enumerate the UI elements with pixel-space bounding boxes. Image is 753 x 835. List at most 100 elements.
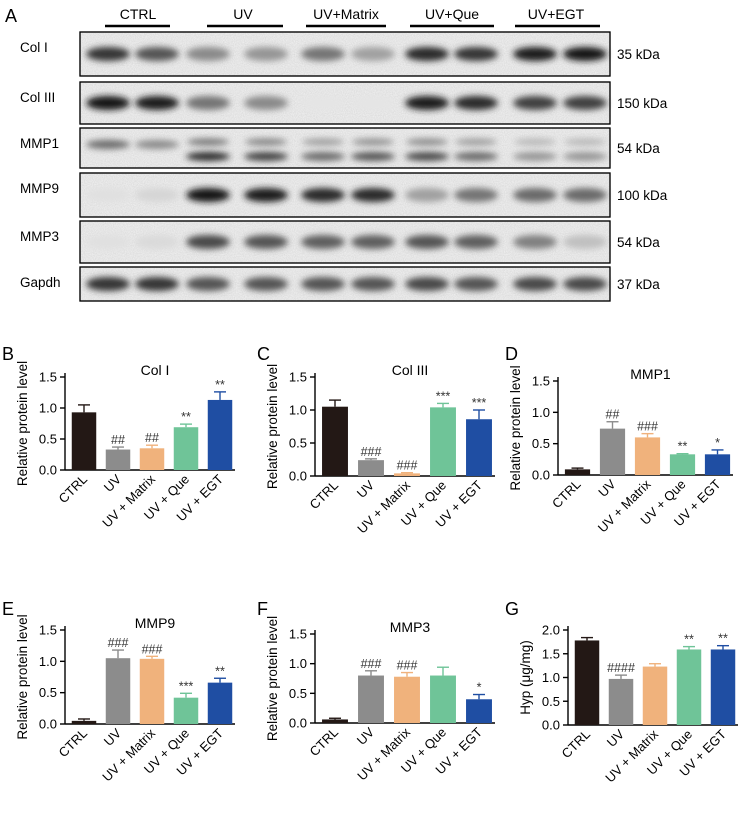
bar: [704, 454, 731, 475]
blot-band: [135, 235, 179, 249]
blot-band: [301, 277, 345, 291]
blot-band: [351, 235, 395, 249]
blot-band-upper: [187, 138, 229, 146]
bar: [358, 460, 384, 476]
y-tick-label: 0.0: [289, 716, 307, 731]
blot-band: [405, 188, 449, 202]
blot-band: [405, 235, 449, 249]
blot-group-label: UV+EGT: [528, 6, 585, 22]
blot-band: [563, 47, 607, 61]
x-tick-label: CTRL: [559, 727, 594, 762]
bar: [574, 640, 600, 725]
bar: [394, 473, 420, 476]
x-tick-label: CTRL: [56, 472, 91, 507]
y-tick-label: 0.0: [532, 468, 550, 483]
significance-label: ##: [606, 408, 620, 422]
blot-strip: [79, 172, 611, 218]
bar: [564, 469, 591, 475]
x-tick-label: UV: [354, 724, 378, 748]
y-axis-label: Relative protein level: [265, 616, 280, 741]
significance-label: ***: [436, 389, 451, 403]
y-tick-label: 0.5: [39, 685, 57, 700]
blot-band: [405, 277, 449, 291]
blot-band: [454, 152, 498, 161]
blot-band: [454, 47, 498, 61]
significance-label: ###: [397, 659, 418, 673]
blot-band: [301, 235, 345, 249]
blot-band: [186, 96, 230, 110]
significance-label: ##: [145, 431, 159, 445]
y-axis-label: Relative protein level: [508, 365, 523, 490]
blot-row-label: Col I: [20, 40, 48, 55]
panel-letter: B: [2, 344, 14, 364]
y-tick-label: 1.0: [289, 656, 307, 671]
y-tick-label: 0.0: [39, 463, 57, 478]
x-tick-label: CTRL: [549, 477, 584, 512]
blot-band: [513, 47, 557, 61]
significance-label: ####: [607, 661, 635, 675]
chart-panel-b: B Col I Relative protein level 0.0 0.5 1.0 1.5…: [2, 344, 235, 530]
blot-kda-label: 37 kDa: [617, 277, 660, 292]
blot-band: [244, 277, 288, 291]
blot-strip: [79, 81, 611, 125]
blot-band: [405, 47, 449, 61]
blot-band: [186, 152, 230, 161]
blot-row-label: MMP1: [20, 136, 59, 151]
bar: [71, 412, 97, 470]
significance-label: ##: [111, 433, 125, 447]
blot-band: [244, 152, 288, 161]
y-axis-label: Hyp (μg/mg): [518, 640, 533, 715]
bar: [207, 682, 233, 724]
significance-label: ###: [361, 445, 382, 459]
y-tick-label: 1.0: [289, 403, 307, 418]
significance-label: ###: [361, 657, 382, 671]
blot-band: [244, 235, 288, 249]
y-tick-label: 2.0: [542, 623, 560, 638]
blot-band: [301, 188, 345, 202]
blot-band: [135, 188, 179, 202]
bar: [322, 406, 348, 476]
blot-strip: [79, 127, 611, 169]
blot-band: [135, 96, 179, 110]
blot-band: [86, 47, 130, 61]
blot-band: [186, 47, 230, 61]
bar: [322, 719, 348, 723]
y-axis-label: Relative protein level: [15, 614, 30, 739]
y-tick-label: 1.5: [289, 627, 307, 642]
blot-row-label: MMP9: [20, 181, 59, 196]
panel-letter: F: [257, 599, 268, 619]
blot-band: [454, 96, 498, 110]
blot-strip-border: [79, 220, 611, 264]
blot-band: [86, 235, 130, 249]
y-tick-label: 1.0: [532, 405, 550, 420]
bar: [676, 649, 702, 725]
y-tick-label: 1.0: [39, 654, 57, 669]
significance-label: ###: [397, 459, 418, 473]
blot-band: [244, 47, 288, 61]
significance-label: ###: [108, 636, 129, 650]
bar: [207, 399, 233, 470]
blot-strip-border: [79, 31, 611, 77]
blot-band-upper: [406, 138, 448, 146]
bar: [358, 675, 384, 723]
blot-band: [351, 188, 395, 202]
chart-panel-c: C Col III Relative protein level 0.0 0.5 1.0 1…: [257, 344, 495, 536]
blot-band: [135, 47, 179, 61]
blot-band: [405, 96, 449, 110]
significance-label: *: [715, 436, 720, 450]
blot-group-label: UV+Que: [425, 6, 479, 22]
blot-band: [513, 277, 557, 291]
bar: [466, 419, 492, 476]
chart-panel-e: E MMP9 Relative protein level 0.0 0.5 1.0 1.5 C…: [2, 599, 235, 784]
blot-strip-border: [79, 81, 611, 125]
y-tick-label: 1.0: [39, 401, 57, 416]
bar: [430, 675, 456, 723]
y-tick-label: 1.5: [39, 370, 57, 385]
panel-letter: D: [505, 344, 518, 364]
bar: [173, 427, 199, 470]
bar: [634, 437, 661, 475]
blot-kda-label: 100 kDa: [617, 188, 668, 203]
panel-letter: G: [505, 599, 519, 619]
blot-row-label: Col III: [20, 90, 55, 105]
